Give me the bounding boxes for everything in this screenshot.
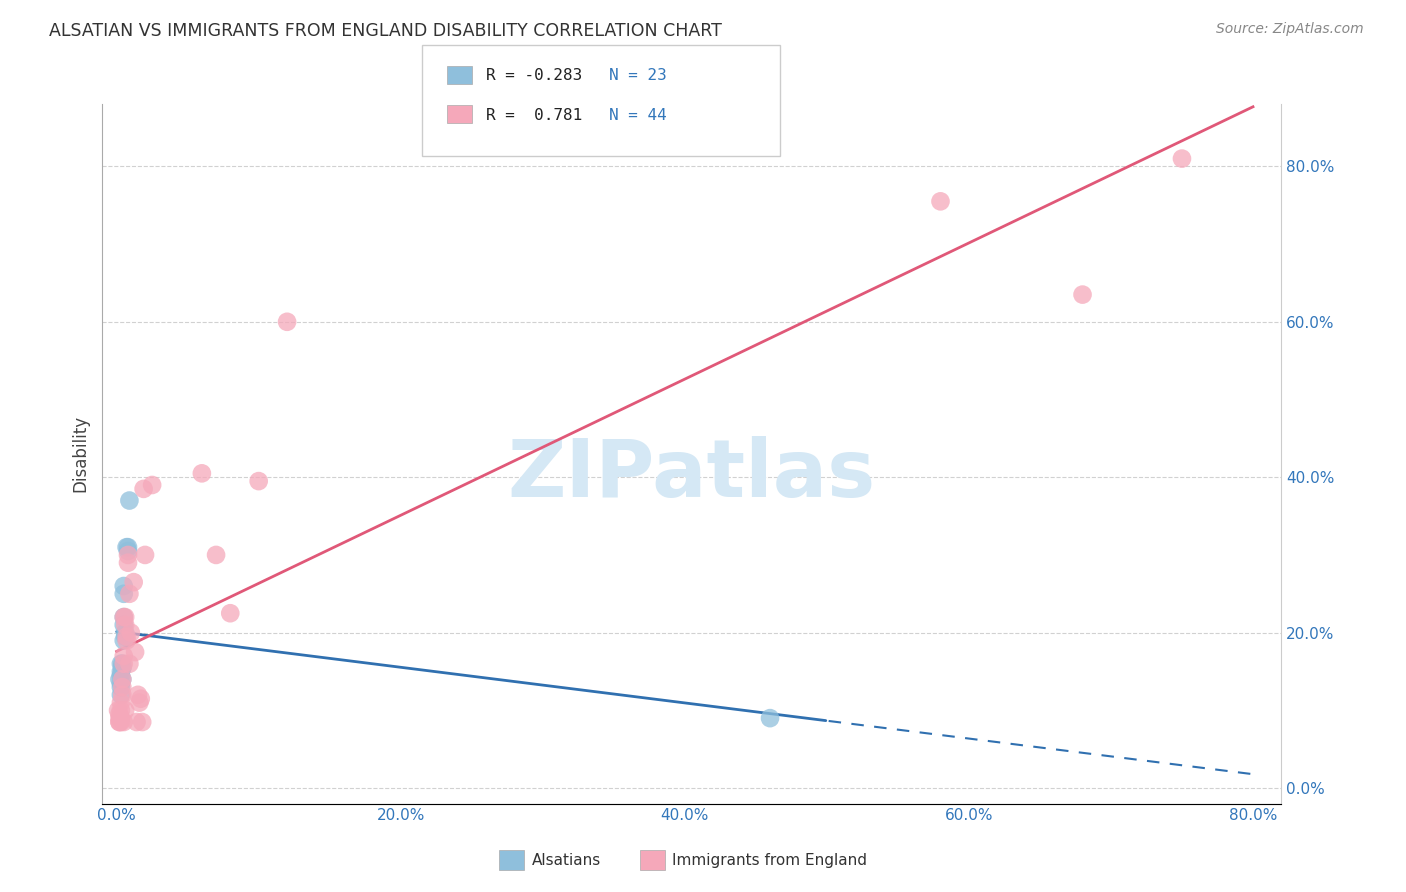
Point xyxy=(107,703,129,717)
Point xyxy=(1171,152,1194,166)
Point xyxy=(115,630,138,644)
Y-axis label: Disability: Disability xyxy=(72,416,89,492)
Point xyxy=(114,625,136,640)
Point xyxy=(110,680,132,694)
Point xyxy=(110,657,132,671)
Point xyxy=(110,703,132,717)
Point xyxy=(127,688,149,702)
Point xyxy=(111,673,134,687)
Point xyxy=(110,688,132,702)
Point xyxy=(112,579,135,593)
Text: Source: ZipAtlas.com: Source: ZipAtlas.com xyxy=(1216,22,1364,37)
Point xyxy=(110,711,132,725)
Point xyxy=(112,657,135,671)
Point xyxy=(125,714,148,729)
Point xyxy=(219,606,242,620)
Point xyxy=(111,657,134,671)
Point xyxy=(110,668,132,682)
Point xyxy=(112,610,135,624)
Point xyxy=(110,714,132,729)
Point xyxy=(132,482,155,496)
Point xyxy=(111,688,134,702)
Point xyxy=(191,467,214,481)
Point xyxy=(247,474,270,488)
Text: ZIPatlas: ZIPatlas xyxy=(508,436,876,514)
Point xyxy=(929,194,952,209)
Point xyxy=(112,648,135,663)
Point xyxy=(114,610,136,624)
Point xyxy=(110,696,132,710)
Point xyxy=(112,587,135,601)
Text: N = 23: N = 23 xyxy=(609,69,666,83)
Point xyxy=(108,707,131,722)
Point xyxy=(114,703,136,717)
Point xyxy=(111,680,134,694)
Point xyxy=(114,630,136,644)
Text: Immigrants from England: Immigrants from England xyxy=(672,854,868,868)
Point xyxy=(111,660,134,674)
Point xyxy=(118,493,141,508)
Point xyxy=(118,657,141,671)
Point xyxy=(120,625,142,640)
Text: N = 44: N = 44 xyxy=(609,108,666,122)
Point xyxy=(110,676,132,690)
Point xyxy=(114,618,136,632)
Point xyxy=(276,315,298,329)
Text: R = -0.283: R = -0.283 xyxy=(486,69,582,83)
Point xyxy=(108,673,131,687)
Point xyxy=(117,544,139,558)
Point xyxy=(110,665,132,679)
Point xyxy=(134,548,156,562)
Text: Alsatians: Alsatians xyxy=(531,854,600,868)
Point xyxy=(205,548,228,562)
Point xyxy=(117,548,139,562)
Point xyxy=(131,714,153,729)
Point xyxy=(108,714,131,729)
Point xyxy=(112,714,135,729)
Point xyxy=(108,711,131,725)
Point xyxy=(1071,287,1094,301)
Point xyxy=(117,556,139,570)
Point xyxy=(122,575,145,590)
Point xyxy=(759,711,782,725)
Point xyxy=(111,660,134,674)
Point xyxy=(124,645,146,659)
Point xyxy=(129,691,152,706)
Point xyxy=(115,540,138,554)
Text: R =  0.781: R = 0.781 xyxy=(486,108,582,122)
Text: ALSATIAN VS IMMIGRANTS FROM ENGLAND DISABILITY CORRELATION CHART: ALSATIAN VS IMMIGRANTS FROM ENGLAND DISA… xyxy=(49,22,723,40)
Point xyxy=(117,540,139,554)
Point xyxy=(112,633,135,648)
Point xyxy=(141,478,163,492)
Point xyxy=(108,714,131,729)
Point xyxy=(115,633,138,648)
Point xyxy=(128,696,150,710)
Point xyxy=(112,610,135,624)
Point xyxy=(118,587,141,601)
Point xyxy=(112,618,135,632)
Point xyxy=(111,673,134,687)
